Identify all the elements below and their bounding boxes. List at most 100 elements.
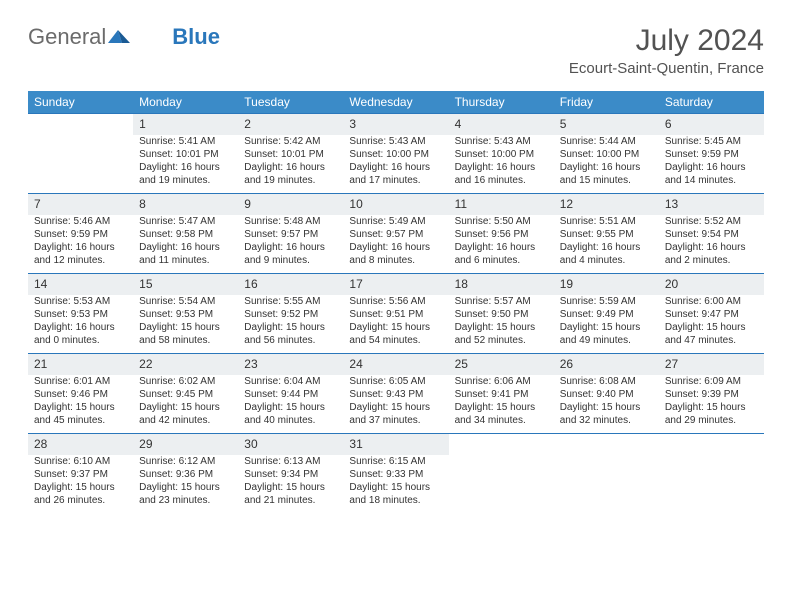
day-detail: Sunrise: 5:53 AMSunset: 9:53 PMDaylight:… bbox=[28, 295, 133, 351]
day-number: 18 bbox=[449, 274, 554, 295]
sunrise-text: Sunrise: 6:02 AM bbox=[139, 375, 232, 388]
brand-word2: Blue bbox=[172, 24, 220, 50]
sunset-text: Sunset: 9:44 PM bbox=[244, 388, 337, 401]
day-number: 29 bbox=[133, 434, 238, 455]
sunset-text: Sunset: 9:52 PM bbox=[244, 308, 337, 321]
calendar-week: 14Sunrise: 5:53 AMSunset: 9:53 PMDayligh… bbox=[28, 274, 764, 354]
day-number: 5 bbox=[554, 114, 659, 135]
sunrise-text: Sunrise: 5:54 AM bbox=[139, 295, 232, 308]
daylight-text: Daylight: 15 hours and 37 minutes. bbox=[349, 401, 442, 427]
daylight-text: Daylight: 15 hours and 18 minutes. bbox=[349, 481, 442, 507]
daylight-text: Daylight: 15 hours and 34 minutes. bbox=[455, 401, 548, 427]
day-number: 17 bbox=[343, 274, 448, 295]
day-number: 10 bbox=[343, 194, 448, 215]
day-detail: Sunrise: 6:15 AMSunset: 9:33 PMDaylight:… bbox=[343, 455, 448, 511]
day-detail: Sunrise: 6:05 AMSunset: 9:43 PMDaylight:… bbox=[343, 375, 448, 431]
day-detail: Sunrise: 5:49 AMSunset: 9:57 PMDaylight:… bbox=[343, 215, 448, 271]
calendar-day-cell: 28Sunrise: 6:10 AMSunset: 9:37 PMDayligh… bbox=[28, 434, 133, 514]
sunset-text: Sunset: 10:00 PM bbox=[349, 148, 442, 161]
day-number: 6 bbox=[659, 114, 764, 135]
day-number: 15 bbox=[133, 274, 238, 295]
day-detail: Sunrise: 5:41 AMSunset: 10:01 PMDaylight… bbox=[133, 135, 238, 191]
sunrise-text: Sunrise: 6:06 AM bbox=[455, 375, 548, 388]
sunset-text: Sunset: 9:51 PM bbox=[349, 308, 442, 321]
sunrise-text: Sunrise: 6:10 AM bbox=[34, 455, 127, 468]
calendar-day-cell: 30Sunrise: 6:13 AMSunset: 9:34 PMDayligh… bbox=[238, 434, 343, 514]
daylight-text: Daylight: 15 hours and 32 minutes. bbox=[560, 401, 653, 427]
sunset-text: Sunset: 9:53 PM bbox=[34, 308, 127, 321]
day-detail: Sunrise: 5:54 AMSunset: 9:53 PMDaylight:… bbox=[133, 295, 238, 351]
calendar-header-row: SundayMondayTuesdayWednesdayThursdayFrid… bbox=[28, 91, 764, 114]
sunset-text: Sunset: 9:56 PM bbox=[455, 228, 548, 241]
calendar-day-cell: 21Sunrise: 6:01 AMSunset: 9:46 PMDayligh… bbox=[28, 354, 133, 434]
day-detail: Sunrise: 5:47 AMSunset: 9:58 PMDaylight:… bbox=[133, 215, 238, 271]
day-detail: Sunrise: 6:02 AMSunset: 9:45 PMDaylight:… bbox=[133, 375, 238, 431]
sunrise-text: Sunrise: 5:50 AM bbox=[455, 215, 548, 228]
sunrise-text: Sunrise: 5:47 AM bbox=[139, 215, 232, 228]
sunset-text: Sunset: 9:36 PM bbox=[139, 468, 232, 481]
day-number: 22 bbox=[133, 354, 238, 375]
day-detail: Sunrise: 5:51 AMSunset: 9:55 PMDaylight:… bbox=[554, 215, 659, 271]
sunset-text: Sunset: 9:43 PM bbox=[349, 388, 442, 401]
calendar-day-cell: 24Sunrise: 6:05 AMSunset: 9:43 PMDayligh… bbox=[343, 354, 448, 434]
calendar-day-cell: 9Sunrise: 5:48 AMSunset: 9:57 PMDaylight… bbox=[238, 194, 343, 274]
day-number: 8 bbox=[133, 194, 238, 215]
daylight-text: Daylight: 16 hours and 14 minutes. bbox=[665, 161, 758, 187]
daylight-text: Daylight: 16 hours and 2 minutes. bbox=[665, 241, 758, 267]
sunrise-text: Sunrise: 5:49 AM bbox=[349, 215, 442, 228]
sunset-text: Sunset: 9:33 PM bbox=[349, 468, 442, 481]
triangle-icon bbox=[108, 24, 130, 50]
sunrise-text: Sunrise: 6:00 AM bbox=[665, 295, 758, 308]
day-number: 27 bbox=[659, 354, 764, 375]
day-number: 13 bbox=[659, 194, 764, 215]
sunrise-text: Sunrise: 5:57 AM bbox=[455, 295, 548, 308]
day-number: 30 bbox=[238, 434, 343, 455]
calendar-day-cell: 23Sunrise: 6:04 AMSunset: 9:44 PMDayligh… bbox=[238, 354, 343, 434]
calendar-week: 28Sunrise: 6:10 AMSunset: 9:37 PMDayligh… bbox=[28, 434, 764, 514]
day-detail: Sunrise: 5:50 AMSunset: 9:56 PMDaylight:… bbox=[449, 215, 554, 271]
daylight-text: Daylight: 15 hours and 54 minutes. bbox=[349, 321, 442, 347]
sunset-text: Sunset: 9:59 PM bbox=[665, 148, 758, 161]
day-number: 9 bbox=[238, 194, 343, 215]
daylight-text: Daylight: 15 hours and 47 minutes. bbox=[665, 321, 758, 347]
calendar-day-cell bbox=[554, 434, 659, 514]
day-detail: Sunrise: 5:48 AMSunset: 9:57 PMDaylight:… bbox=[238, 215, 343, 271]
daylight-text: Daylight: 16 hours and 12 minutes. bbox=[34, 241, 127, 267]
day-header: Tuesday bbox=[238, 91, 343, 114]
daylight-text: Daylight: 16 hours and 0 minutes. bbox=[34, 321, 127, 347]
daylight-text: Daylight: 16 hours and 9 minutes. bbox=[244, 241, 337, 267]
calendar-day-cell: 12Sunrise: 5:51 AMSunset: 9:55 PMDayligh… bbox=[554, 194, 659, 274]
sunrise-text: Sunrise: 5:41 AM bbox=[139, 135, 232, 148]
calendar-day-cell: 14Sunrise: 5:53 AMSunset: 9:53 PMDayligh… bbox=[28, 274, 133, 354]
daylight-text: Daylight: 16 hours and 19 minutes. bbox=[139, 161, 232, 187]
day-header: Wednesday bbox=[343, 91, 448, 114]
day-detail: Sunrise: 5:44 AMSunset: 10:00 PMDaylight… bbox=[554, 135, 659, 191]
daylight-text: Daylight: 15 hours and 21 minutes. bbox=[244, 481, 337, 507]
calendar-table: SundayMondayTuesdayWednesdayThursdayFrid… bbox=[28, 91, 764, 514]
sunset-text: Sunset: 9:50 PM bbox=[455, 308, 548, 321]
calendar-day-cell: 25Sunrise: 6:06 AMSunset: 9:41 PMDayligh… bbox=[449, 354, 554, 434]
daylight-text: Daylight: 15 hours and 26 minutes. bbox=[34, 481, 127, 507]
day-detail: Sunrise: 5:55 AMSunset: 9:52 PMDaylight:… bbox=[238, 295, 343, 351]
day-detail: Sunrise: 5:56 AMSunset: 9:51 PMDaylight:… bbox=[343, 295, 448, 351]
calendar-day-cell: 10Sunrise: 5:49 AMSunset: 9:57 PMDayligh… bbox=[343, 194, 448, 274]
month-year: July 2024 bbox=[569, 24, 764, 58]
calendar-day-cell: 6Sunrise: 5:45 AMSunset: 9:59 PMDaylight… bbox=[659, 114, 764, 194]
sunrise-text: Sunrise: 6:12 AM bbox=[139, 455, 232, 468]
calendar-week: 7Sunrise: 5:46 AMSunset: 9:59 PMDaylight… bbox=[28, 194, 764, 274]
sunrise-text: Sunrise: 5:53 AM bbox=[34, 295, 127, 308]
sunrise-text: Sunrise: 5:52 AM bbox=[665, 215, 758, 228]
sunset-text: Sunset: 9:40 PM bbox=[560, 388, 653, 401]
calendar-day-cell: 1Sunrise: 5:41 AMSunset: 10:01 PMDayligh… bbox=[133, 114, 238, 194]
daylight-text: Daylight: 15 hours and 52 minutes. bbox=[455, 321, 548, 347]
calendar-day-cell: 7Sunrise: 5:46 AMSunset: 9:59 PMDaylight… bbox=[28, 194, 133, 274]
sunset-text: Sunset: 9:49 PM bbox=[560, 308, 653, 321]
day-number: 23 bbox=[238, 354, 343, 375]
day-detail: Sunrise: 6:01 AMSunset: 9:46 PMDaylight:… bbox=[28, 375, 133, 431]
daylight-text: Daylight: 15 hours and 49 minutes. bbox=[560, 321, 653, 347]
day-number: 25 bbox=[449, 354, 554, 375]
day-detail: Sunrise: 6:13 AMSunset: 9:34 PMDaylight:… bbox=[238, 455, 343, 511]
daylight-text: Daylight: 15 hours and 45 minutes. bbox=[34, 401, 127, 427]
calendar-day-cell: 13Sunrise: 5:52 AMSunset: 9:54 PMDayligh… bbox=[659, 194, 764, 274]
day-number: 2 bbox=[238, 114, 343, 135]
